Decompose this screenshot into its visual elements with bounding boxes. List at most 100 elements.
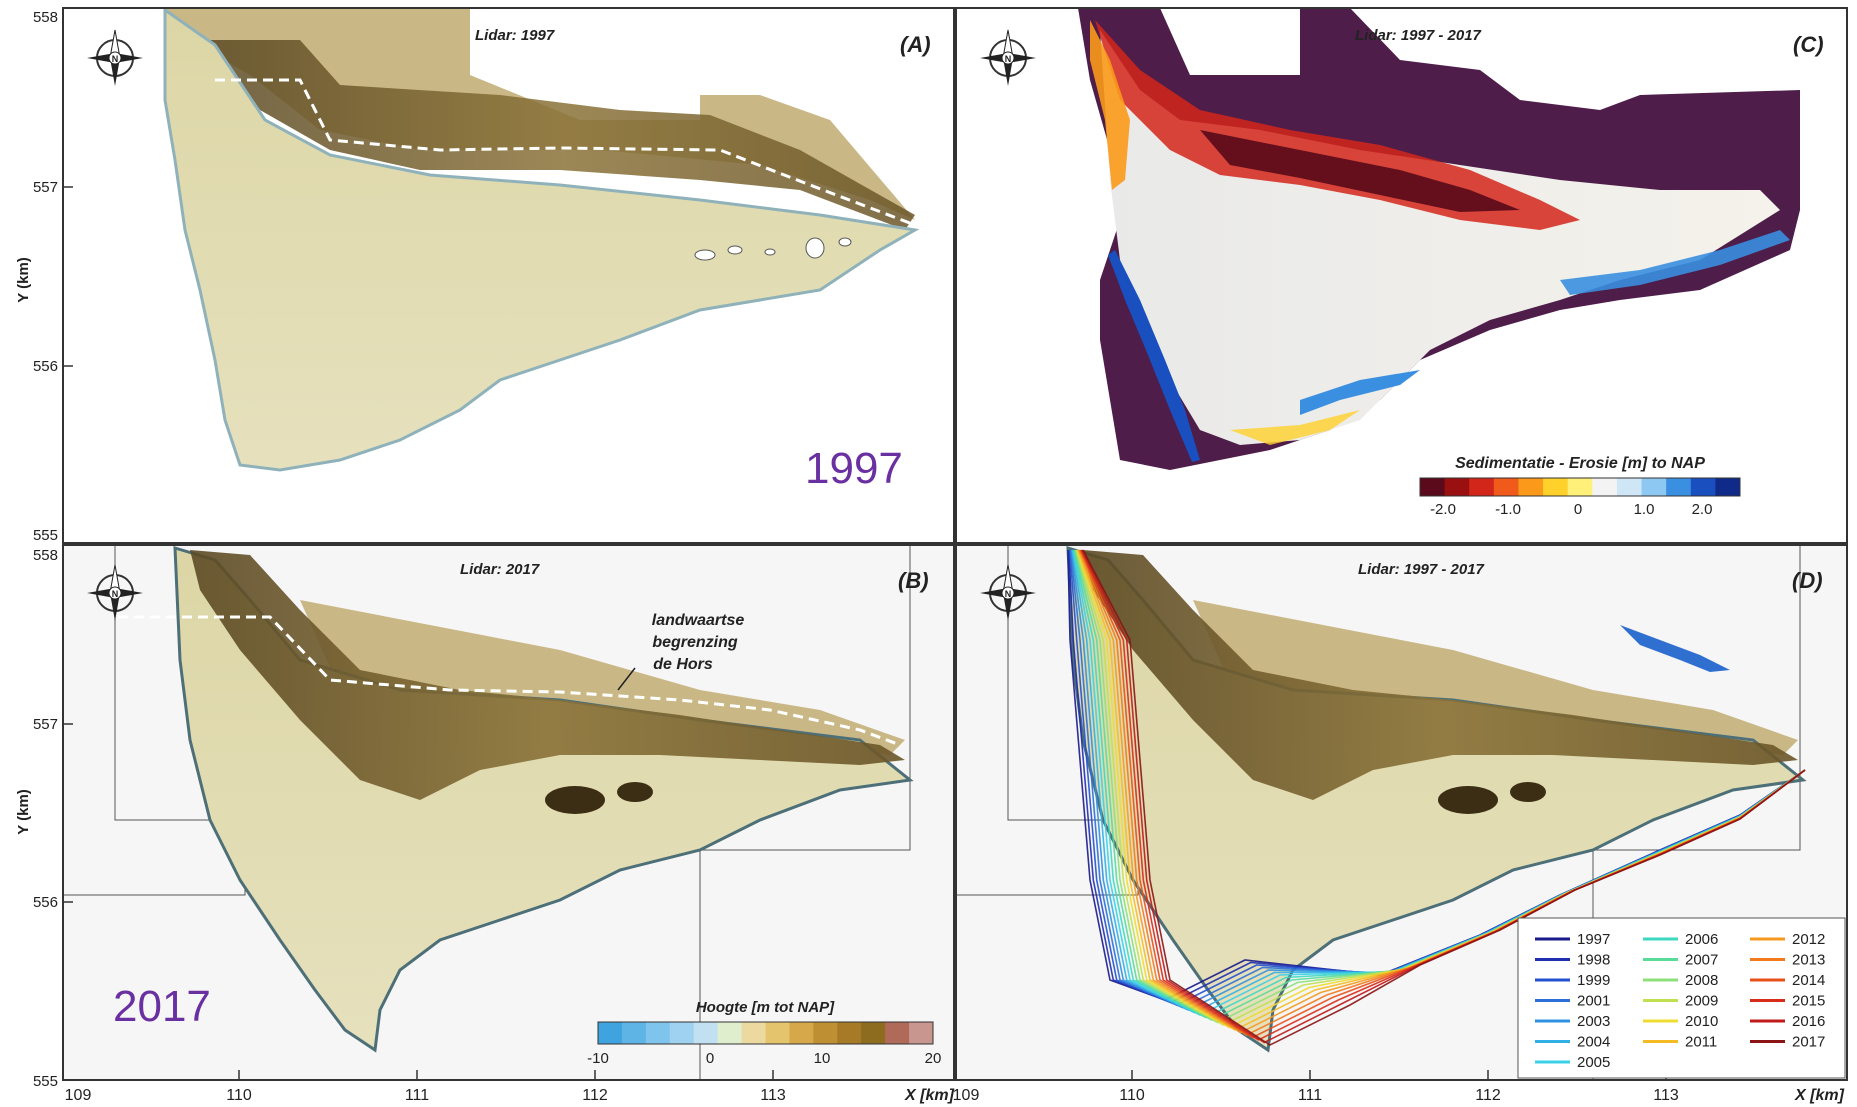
colorbar-tick: 20 — [925, 1050, 942, 1067]
legend-label: 2012 — [1792, 931, 1825, 948]
dune-island-d — [1438, 786, 1498, 814]
y-tick-label: 557 — [33, 716, 58, 733]
boundary-dashed-a — [215, 78, 916, 227]
colorbar-tick: -2.0 — [1430, 501, 1456, 518]
compass-rose-icon: N — [980, 564, 1036, 621]
colorbar-tick: 0 — [706, 1050, 714, 1067]
legend-items: 1997 1998 1999 2001 2003 2004 2005 2006 2007 2008… — [1535, 931, 1825, 1071]
colorbar-erosie: Sedimentatie - Erosie [m] to NAP -2.0 -1… — [1419, 455, 1741, 518]
colorbar-swatch — [1641, 478, 1667, 496]
colorbar-swatch — [669, 1022, 695, 1044]
x-tick-label: 110 — [1119, 1087, 1145, 1104]
dune-island-b — [545, 786, 605, 814]
y-tick-label: 558 — [33, 547, 58, 564]
colorbar-tick: -1.0 — [1495, 501, 1521, 518]
dune-island-d2 — [1510, 782, 1546, 802]
y-tick-label: 556 — [33, 894, 58, 911]
legend-label: 2005 — [1577, 1054, 1610, 1071]
x-tick-label: 109 — [65, 1087, 92, 1104]
colorbar-erosie-ticks: -2.0 -1.0 0 1.0 2.0 — [1430, 501, 1712, 518]
panel-c-tag: (C) — [1793, 32, 1824, 57]
annotation-line: begrenzing — [652, 634, 738, 651]
x-tick-label: 109 — [953, 1087, 980, 1104]
colorbar-swatch — [909, 1022, 934, 1044]
legend-label: 2015 — [1792, 993, 1825, 1010]
x-tick-label: 111 — [405, 1087, 429, 1104]
panel-d-title: Lidar: 1997 - 2017 — [1358, 561, 1485, 578]
pools-a — [694, 237, 852, 261]
y-axis-label-top: Y (km) — [15, 257, 32, 303]
legend-years: 1997 1998 1999 2001 2003 2004 2005 2006 2007 2008… — [1517, 917, 1846, 1079]
colorbar-swatch — [765, 1022, 790, 1044]
colorbar-swatch — [693, 1022, 719, 1044]
panel-a-year: 1997 — [805, 444, 903, 493]
colorbar-swatch — [1690, 478, 1716, 496]
y-tick-label: 556 — [33, 358, 58, 375]
x-tick-label: 112 — [582, 1087, 608, 1104]
deposition-yellow-c — [1230, 410, 1360, 445]
legend-label: 2001 — [1577, 993, 1610, 1010]
x-tick-label: 113 — [1653, 1087, 1679, 1104]
colorbar-border — [597, 1021, 934, 1045]
colorbar-swatch — [789, 1022, 814, 1044]
legend-label: 2011 — [1685, 1034, 1717, 1051]
colorbar-border — [1419, 477, 1741, 497]
x-axis-left: 109 110 111 112 113 — [65, 1087, 786, 1104]
colorbar-erosie-title: Sedimentatie - Erosie [m] to NAP — [1455, 455, 1705, 472]
x-axis-right: 109 110 111 112 113 — [953, 1087, 1679, 1104]
colorbar-hoogte: Hoogte [m tot NAP] -10 0 10 20 — [587, 999, 941, 1067]
x-tick-label: 110 — [226, 1087, 252, 1104]
x-axis-label-right: X [km] — [1794, 1087, 1845, 1104]
colorbar-swatch — [717, 1022, 743, 1044]
compass-rose-icon: N — [87, 564, 143, 621]
x-tick-label: 111 — [1298, 1087, 1322, 1104]
colorbar-swatch — [1592, 478, 1618, 496]
shoreline-lines — [1067, 549, 1806, 1046]
x-tick-label: 113 — [760, 1087, 786, 1104]
panel-d-tag: (D) — [1792, 568, 1823, 593]
annotation-line: de Hors — [653, 656, 713, 673]
y-tick-label: 558 — [33, 9, 58, 26]
annotation-leader-b — [617, 667, 636, 691]
colorbar-swatch — [837, 1022, 862, 1044]
panel-c-title: Lidar: 1997 - 2017 — [1355, 27, 1482, 44]
colorbar-swatch — [1666, 478, 1692, 496]
panel-b — [63, 545, 954, 1080]
erosion-core-c — [1200, 130, 1520, 212]
colorbar-hoogte-swatches — [597, 1021, 934, 1045]
colorbar-swatch — [645, 1022, 671, 1044]
dune-band-a — [210, 40, 915, 230]
erosion-band-c — [1095, 20, 1580, 230]
colorbar-tick: 2.0 — [1692, 501, 1713, 518]
legend-label: 1998 — [1577, 952, 1610, 969]
compass-rose-icon: N — [87, 29, 143, 86]
north-land-d — [1193, 600, 1798, 755]
y-tick-label: 555 — [33, 527, 58, 544]
panel-a — [63, 8, 954, 543]
panel-a-tag: (A) — [900, 32, 931, 57]
colorbar-swatch — [885, 1022, 910, 1044]
sedimentation-south-c — [1300, 370, 1420, 415]
sedimentation-west-c — [1108, 250, 1200, 462]
legend-label: 1999 — [1577, 972, 1610, 989]
y-axis-label-bottom: Y (km) — [15, 789, 32, 835]
y-axis-top: 558 557 556 555 — [33, 9, 58, 544]
panel-a-title: Lidar: 1997 — [475, 27, 555, 44]
compass-rose-icon: N — [980, 29, 1036, 86]
colorbar-tick: 1.0 — [1634, 501, 1655, 518]
colorbar-swatch — [861, 1022, 886, 1044]
legend-box — [1517, 917, 1846, 1079]
legend-label: 2009 — [1685, 993, 1718, 1010]
legend-label: 2017 — [1792, 1034, 1825, 1051]
legend-label: 2008 — [1685, 972, 1718, 989]
erosion-edge-c — [1090, 20, 1130, 190]
small-island-d — [1620, 625, 1730, 672]
colorbar-swatch — [1444, 478, 1470, 496]
colorbar-tick: 0 — [1574, 501, 1582, 518]
colorbar-swatch — [1469, 478, 1495, 496]
legend-label: 2010 — [1685, 1013, 1718, 1030]
colorbar-swatch — [813, 1022, 838, 1044]
panel-b-title: Lidar: 2017 — [460, 561, 540, 578]
svg-text:N: N — [112, 54, 119, 64]
